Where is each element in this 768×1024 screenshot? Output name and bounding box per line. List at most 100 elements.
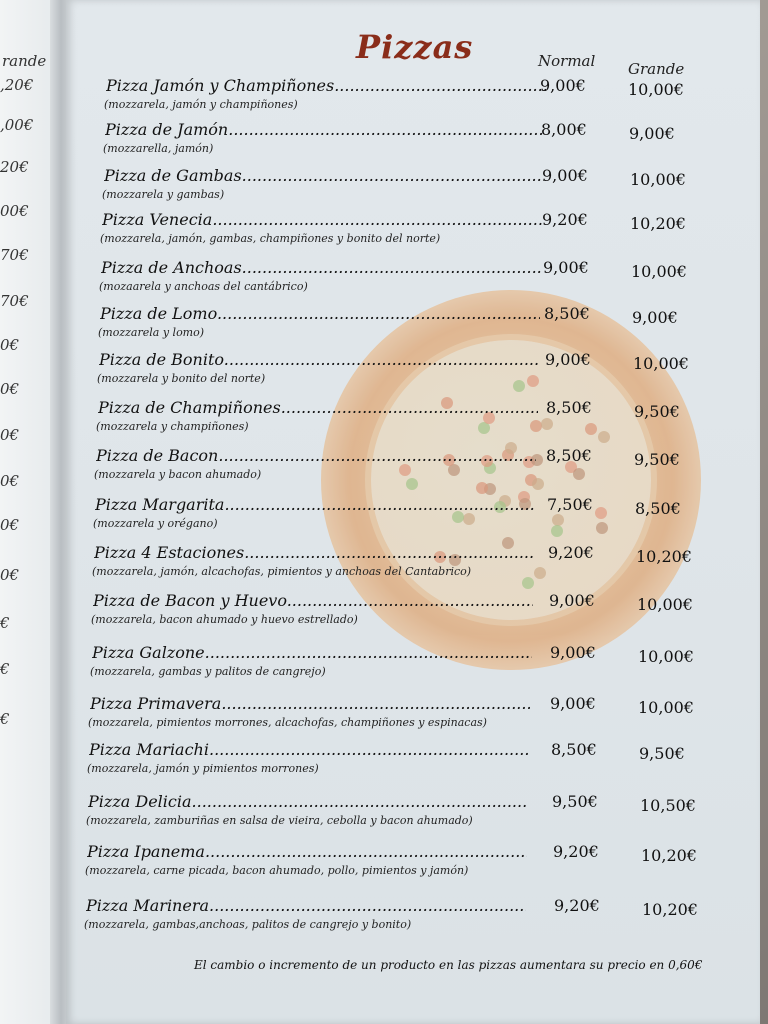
price-normal: 8,50€ (546, 446, 592, 465)
topping-mark (513, 380, 526, 393)
price-grande: 10,20€ (636, 547, 692, 566)
price-grande: 9,00€ (632, 308, 678, 327)
topping-mark (443, 454, 456, 467)
topping-mark (452, 510, 465, 523)
item-description: (mozzarela, gambas,anchoas, palitos de c… (84, 918, 412, 931)
topping-mark (480, 454, 493, 467)
item-description: (mozzarela y orégano) (93, 517, 218, 530)
column-header-grande: Grande (628, 60, 685, 78)
topping-mark (552, 513, 565, 526)
topping-mark (530, 419, 543, 432)
item-description: (mozaarela y anchoas del cantábrico) (99, 280, 308, 293)
price-normal: 8,00€ (541, 120, 587, 139)
price-grande: 9,50€ (634, 450, 680, 469)
price-normal: 7,50€ (547, 495, 593, 514)
left-page-fragment: 0€ (0, 566, 20, 584)
price-normal: 9,00€ (543, 258, 589, 277)
item-name: Pizza Ipanema...........................… (87, 842, 527, 861)
item-name: Pizza de Bacon y Huevo..................… (93, 591, 533, 610)
topping-mark (475, 481, 488, 494)
topping-mark (531, 477, 544, 490)
price-grande: 10,50€ (640, 796, 696, 815)
topping-mark (447, 463, 460, 476)
price-grande: 9,50€ (639, 744, 685, 763)
left-page-fragment: 70€ (0, 292, 29, 310)
price-normal: 9,20€ (553, 842, 599, 861)
topping-mark (502, 536, 515, 549)
pizza-illustration (321, 290, 701, 670)
item-description: (mozzarela, jamón, alcachofas, pimientos… (92, 565, 472, 578)
item-name: Pizza Galzone...........................… (92, 643, 532, 662)
topping-mark (440, 397, 453, 410)
item-name: Pizza de Lomo...........................… (100, 304, 540, 323)
item-description: (mozzarela y champiñones) (96, 420, 249, 433)
left-page-fragment: 00€ (0, 202, 29, 220)
left-page-fragment: 70€ (0, 246, 29, 264)
price-grande: 10,00€ (638, 647, 694, 666)
price-normal: 9,50€ (552, 792, 598, 811)
menu-page: Pizzas Normal Grande Pizza Jamón y Champ… (66, 0, 760, 1024)
item-description: (mozzarela y bacon ahumado) (94, 468, 262, 481)
page-title: Pizzas (356, 28, 474, 66)
item-name: Pizza Delicia...........................… (88, 792, 528, 811)
topping-mark (462, 512, 475, 525)
price-normal: 9,20€ (554, 896, 600, 915)
item-name: Pizza de Jamón..........................… (105, 120, 545, 139)
item-name: Pizza Marinera..........................… (86, 896, 526, 915)
item-name: Pizza de Gambas.........................… (104, 166, 544, 185)
price-grande: 10,20€ (630, 214, 686, 233)
topping-mark (477, 421, 490, 434)
price-normal: 9,00€ (545, 350, 591, 369)
topping-mark (595, 506, 608, 519)
item-description: (mozzarela, bacon ahumado y huevo estrel… (91, 613, 358, 626)
price-normal: 9,00€ (550, 694, 596, 713)
left-page-fragment: € (0, 614, 10, 632)
topping-mark (505, 442, 518, 454)
topping-mark (541, 417, 554, 430)
left-page-fragment: ,20€ (0, 76, 34, 94)
price-normal: 8,50€ (544, 304, 590, 323)
price-grande: 10,00€ (638, 698, 694, 717)
price-normal: 9,00€ (549, 591, 595, 610)
item-name: Pizza de Bacon..........................… (96, 446, 536, 465)
topping-mark (551, 525, 564, 538)
item-description: (mozzarella, jamón) (103, 142, 214, 155)
topping-mark (522, 576, 535, 589)
price-grande: 10,00€ (628, 80, 684, 99)
price-grande: 9,50€ (634, 402, 680, 421)
left-page-fragment: 0€ (0, 516, 20, 534)
topping-mark (399, 464, 412, 477)
price-normal: 9,00€ (542, 166, 588, 185)
topping-mark (572, 468, 585, 481)
left-page-fragment: 20€ (0, 158, 29, 176)
price-grande: 10,00€ (633, 354, 689, 373)
price-grande: 10,00€ (637, 595, 693, 614)
left-page-fragment: 0€ (0, 336, 20, 354)
topping-mark (493, 500, 506, 513)
price-normal: 8,50€ (546, 398, 592, 417)
item-description: (mozzarela y lomo) (98, 326, 205, 339)
previous-page-fragment: rande ,20€ ,00€ 20€ 00€ 70€ 70€ 0€ 0€ 0€ 0€ 0€ 0€ € € € (0, 0, 58, 1024)
price-normal: 9,00€ (540, 76, 586, 95)
item-name: Pizza Venecia...........................… (102, 210, 542, 229)
topping-mark (585, 423, 598, 436)
item-name: Pizza Margarita.........................… (95, 495, 535, 514)
left-page-fragment: 0€ (0, 472, 20, 490)
item-description: (mozzarela, jamón y pimientos morrones) (87, 762, 319, 775)
item-description: (mozzarela, carne picada, bacon ahumado,… (85, 864, 469, 877)
item-name: Pizza 4 Estaciones......................… (94, 543, 534, 562)
item-description: (mozzarela, gambas y palitos de cangrejo… (90, 665, 326, 678)
price-normal: 9,20€ (542, 210, 588, 229)
item-description: (mozzarela, jamón, gambas, champiñones y… (100, 232, 441, 245)
item-name: Pizza de Bonito.........................… (99, 350, 539, 369)
topping-mark (406, 478, 419, 491)
price-grande: 9,00€ (629, 124, 675, 143)
price-grande: 10,00€ (631, 262, 687, 281)
item-name: Pizza de Champiñones....................… (98, 398, 538, 417)
item-name: Pizza Jamón y Champiñones...............… (106, 76, 546, 95)
topping-mark (527, 375, 540, 388)
topping-mark (596, 522, 609, 535)
topping-mark (518, 498, 531, 511)
item-description: (mozzarela, jamón y champiñones) (104, 98, 298, 111)
price-grande: 10,20€ (641, 846, 697, 865)
